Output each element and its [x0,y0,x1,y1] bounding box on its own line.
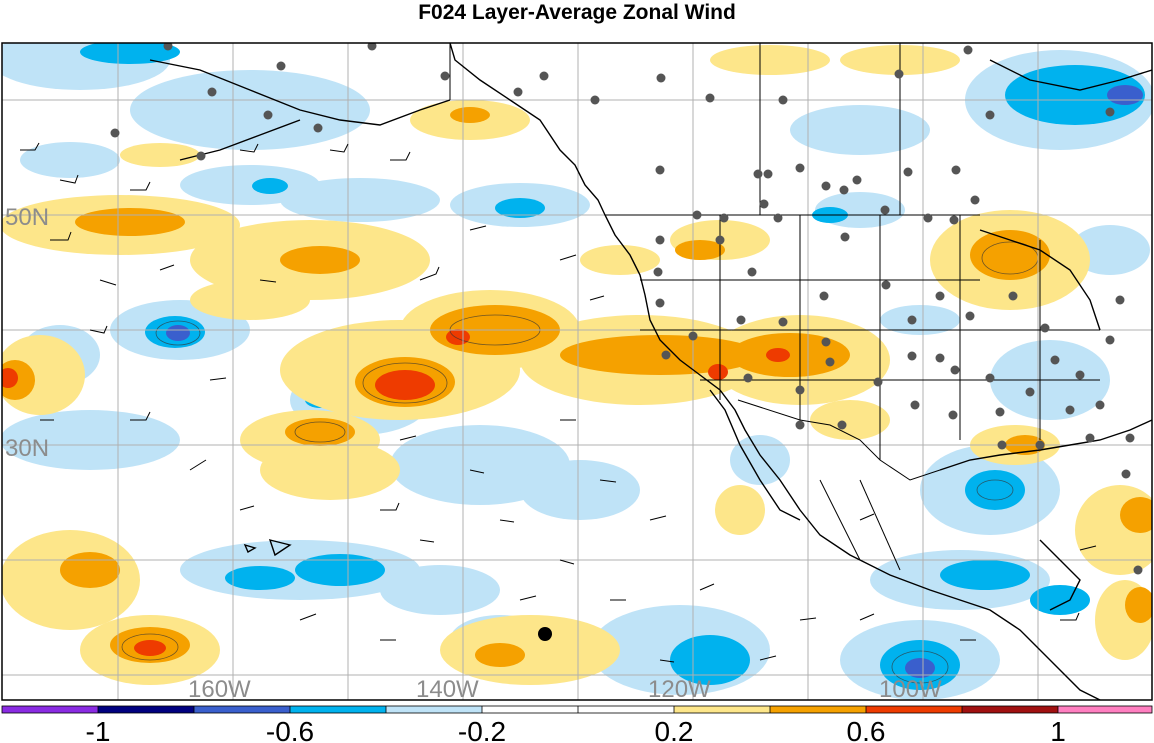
colorbar-segment [770,706,866,713]
dark-blue-contours [166,85,1143,678]
colorbar-segment [98,706,194,713]
wind-barbs [20,142,1097,663]
colorbar-label: 0.6 [847,716,886,743]
lon-label-100w: 100W [879,676,942,703]
colorbar-label: -1 [86,716,111,743]
colorbar-label: 1 [1050,716,1066,743]
lon-label-160w: 160W [188,676,251,703]
station-markers [110,43,1143,575]
colorbar-segment [194,706,290,713]
political-borders [449,43,1100,571]
map-title: F024 Layer-Average Zonal Wind [418,1,736,24]
lon-label-140w: 140W [416,676,479,703]
colorbar-label: -0.6 [266,716,314,743]
coastlines [149,43,1152,700]
colorbar-segment [1058,706,1152,713]
lat-label-50n: 50N [5,204,49,231]
colorbar: -1 -0.6 -0.2 0.2 0.6 1 [1,705,1153,743]
map-frame [1,42,1153,701]
colorbar-label: 0.2 [655,716,694,743]
colorbar-segment [2,706,98,713]
colorbar-segment [962,706,1058,713]
colorbar-segment [674,706,770,713]
colorbar-segment [578,706,674,713]
colorbar-segment [290,706,386,713]
colorbar-segment [866,706,962,713]
colorbar-frame [1,705,1153,714]
graticule [2,43,1152,700]
colorbar-segment [482,706,578,713]
colorbar-label: -0.2 [458,716,506,743]
highlight-station-marker [538,627,552,641]
colorbar-segment [386,706,482,713]
lon-label-120w: 120W [648,676,711,703]
lat-label-30n: 30N [5,435,49,462]
